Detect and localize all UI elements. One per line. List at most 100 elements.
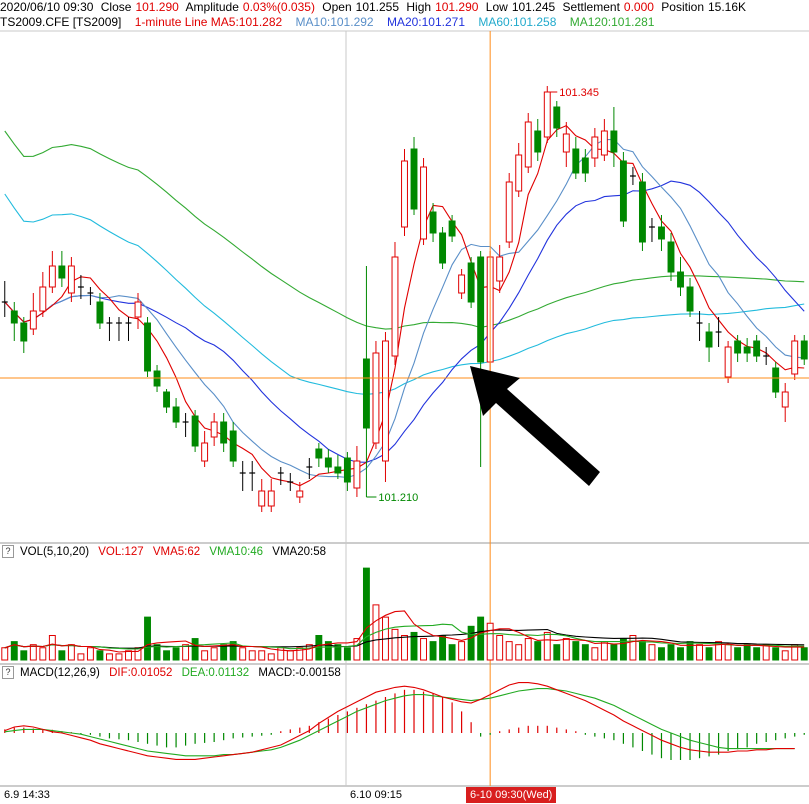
high-value: 101.290 [435, 0, 479, 14]
volume-bar-up [1, 647, 9, 661]
candle-down [163, 391, 171, 408]
macd-help-icon[interactable]: ? [2, 666, 14, 680]
candle-down [96, 301, 104, 324]
volume-bar-down [553, 644, 561, 661]
candle-down [343, 457, 351, 483]
candle-up [524, 121, 532, 168]
vma20-line [4, 628, 805, 649]
candle-down [610, 130, 618, 153]
candle-up [600, 130, 608, 156]
volume-bar-up [696, 644, 703, 661]
candle-down [572, 148, 580, 174]
volume-bar-down [58, 650, 66, 661]
volume-bar-up [486, 622, 494, 661]
candle-down [619, 160, 627, 222]
candle-up [382, 340, 389, 462]
volume-bar-up [248, 650, 256, 661]
volume-bar-down [191, 638, 199, 661]
candle-up [781, 391, 789, 408]
volume-bar-up [591, 647, 599, 661]
ma60-label: MA60:101.258 [478, 15, 557, 29]
volume-bar-down [220, 644, 228, 661]
quote-header: 2020/06/10 09:30 Close 101.290 Amplitude 0… [0, 0, 809, 15]
ma10-label: MA10:101.292 [295, 15, 374, 29]
volume-bar-up [286, 650, 294, 661]
candle-down [324, 457, 332, 468]
volume-bar-down [677, 647, 684, 661]
candle-up [515, 154, 523, 192]
candle-up [391, 256, 399, 357]
candle-up [420, 166, 427, 240]
volume-bar-up [86, 647, 94, 661]
volume-bar-down [343, 647, 351, 661]
candle-down [638, 181, 646, 243]
macd-value: MACD:-0.00158 [258, 667, 341, 679]
candle-down [220, 421, 228, 444]
volume-bar-up [77, 653, 85, 661]
candle-up [591, 136, 599, 159]
volume-bar-up [267, 653, 275, 661]
volume-bar-up [715, 641, 723, 661]
candle-down [477, 256, 485, 363]
vma10-value: VMA10:46 [209, 546, 264, 558]
volume-bar-up [106, 653, 113, 661]
ma20-label: MA20:101.271 [386, 15, 465, 29]
candle-down [229, 430, 237, 462]
price-marker-label: 101.210 [378, 492, 418, 504]
volume-bar-up [420, 638, 427, 661]
candle-down [553, 106, 561, 129]
volume-help-icon[interactable]: ? [2, 545, 14, 559]
candle-down [10, 310, 18, 324]
vma5-line [4, 610, 805, 653]
candle-up [267, 490, 275, 507]
volume-bar-up [762, 644, 770, 661]
candle-up [134, 301, 142, 318]
volume-bar-up [629, 635, 637, 661]
volume-bar-down [439, 635, 447, 661]
low-value: 101.245 [511, 0, 556, 14]
ma-legend: TS2009.CFE [TS2009] 1-minute Line MA5:10… [0, 15, 809, 30]
candle-down [467, 262, 475, 303]
volume-bar-up [401, 635, 408, 661]
volume-bar-down [153, 644, 161, 661]
volume-bar-down [581, 644, 589, 661]
volume-bar-down [686, 641, 694, 661]
vma20-value: VMA20:58 [272, 546, 326, 558]
candle-down [753, 340, 761, 357]
candle-down [172, 406, 180, 423]
candle-up [210, 421, 218, 438]
volume-bar-up [182, 644, 190, 661]
volume-bar-down [658, 647, 665, 661]
candle-down [658, 226, 665, 240]
candle-down [429, 211, 437, 234]
volume-bar-down [10, 641, 18, 661]
candle-down [410, 148, 418, 210]
volume-bar-up [515, 644, 523, 661]
volume-bar-down [667, 644, 675, 661]
volume-bar-up [600, 641, 608, 661]
volume-bar-up [201, 650, 209, 661]
vma5-value: VMA5:62 [152, 546, 201, 558]
candle-down [581, 157, 589, 174]
volume-bar-up [48, 635, 56, 661]
settlement-label: Settlement [562, 0, 620, 14]
candle-up [791, 340, 799, 375]
annotation-arrow [470, 366, 600, 486]
volume-bar-up [496, 635, 504, 661]
vol-indicator-name: VOL(5,10,20) [20, 546, 90, 558]
candle-down [667, 241, 675, 273]
amplitude-label: Amplitude [185, 0, 239, 14]
volume-bar-up [543, 631, 551, 661]
volume-bar-down [362, 567, 370, 661]
volume-bar-up [39, 647, 47, 661]
candle-up [67, 265, 75, 294]
volume-bar-down [477, 616, 485, 661]
candle-down [705, 331, 713, 348]
candle-up [496, 256, 504, 282]
candle-down [743, 346, 751, 354]
candle-up [372, 352, 380, 444]
volume-bar-up [505, 641, 513, 661]
volume-bar-down [705, 647, 713, 661]
candle-down [686, 286, 694, 312]
